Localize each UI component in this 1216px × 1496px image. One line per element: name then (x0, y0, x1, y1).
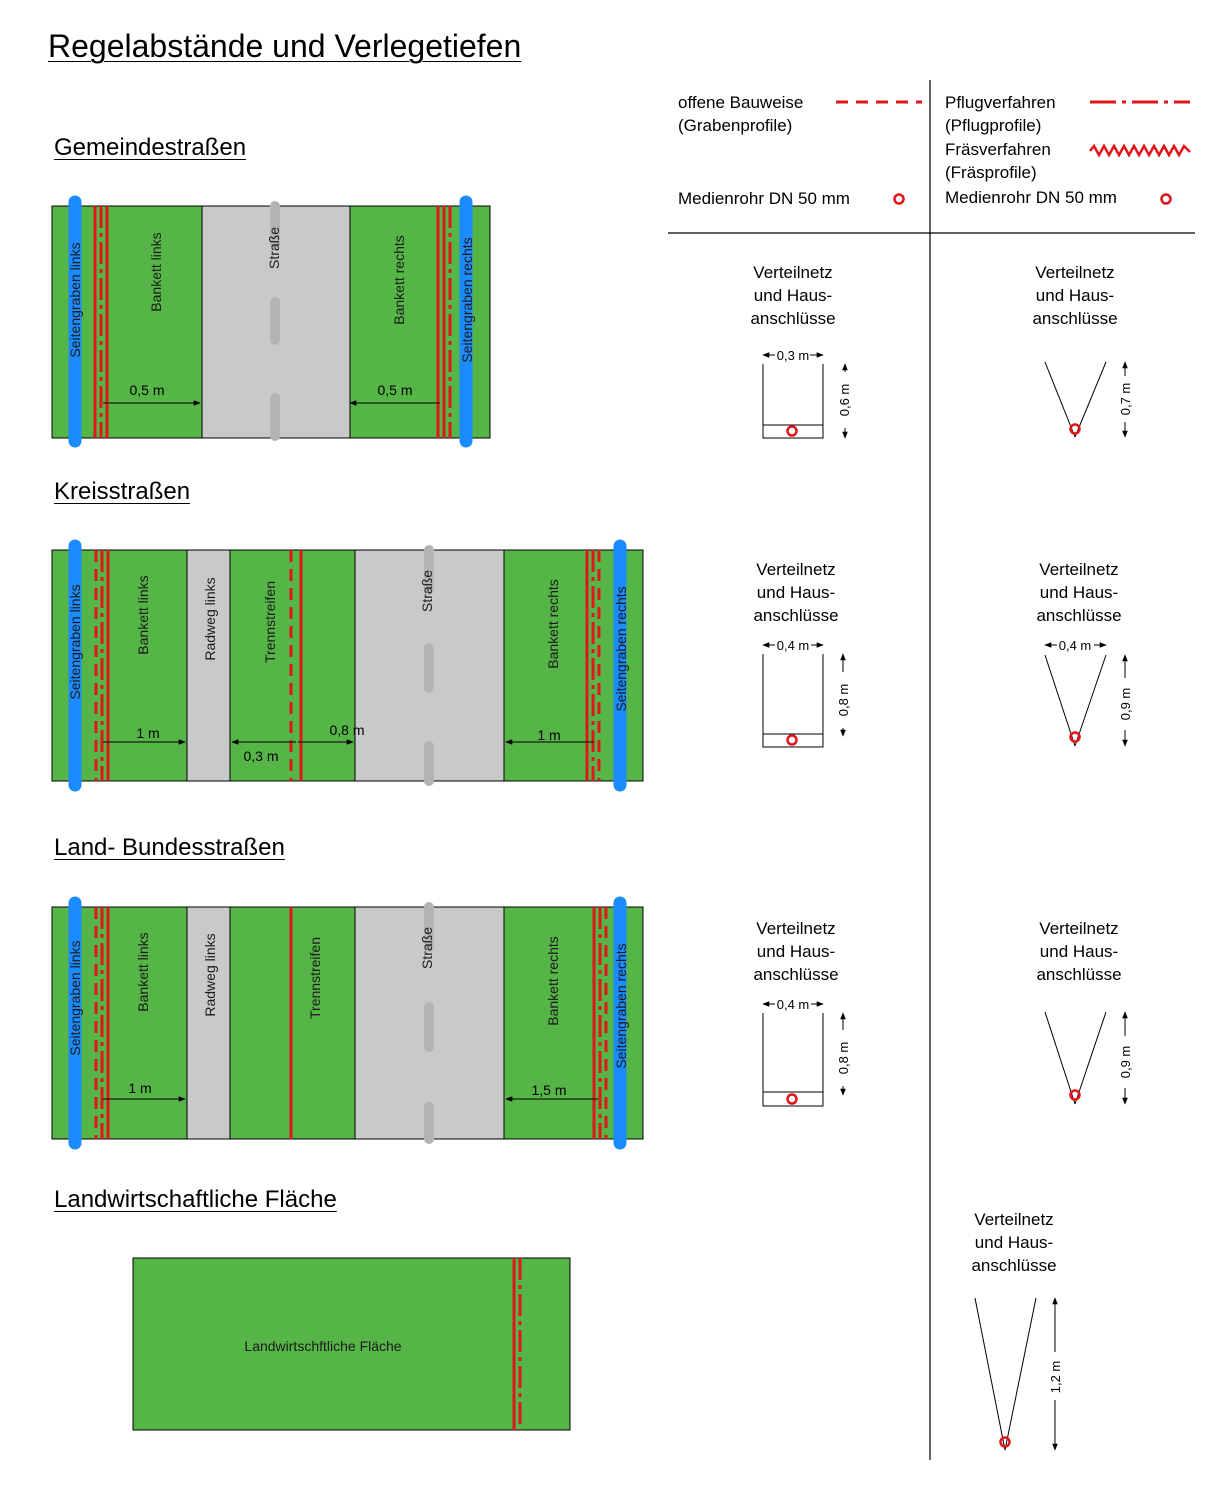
profile-label-kreis-plough: Verteilnetz und Haus-anschlüsse (1036, 560, 1122, 625)
diagram-agri (132, 1257, 571, 1431)
profile-open-kreis-depth: 0,8 m (836, 684, 851, 717)
label-separator-kreis: Trennstreifen (262, 581, 278, 663)
label-road-kreis: Straße (419, 570, 435, 612)
legend-table-lines (668, 80, 1195, 1460)
profile-plough-agri (974, 1297, 1058, 1451)
diagram-kreis (51, 539, 644, 792)
profile-open-kreis-width: 0,4 m (777, 638, 810, 653)
legend-plough-label: Pflugverfahren (945, 93, 1056, 112)
diagram-gemeinde (51, 195, 491, 448)
diagram-land (51, 896, 644, 1150)
legend-mill-zigzag-line (1089, 143, 1191, 158)
legend-mill-sublabel: (Fräsprofile) (945, 163, 1037, 182)
label-ditch-left-land: Seitengraben links (67, 940, 83, 1055)
label-bankett-left-kreis: Bankett links (135, 575, 151, 654)
dim-left-kreis: 1 m (136, 725, 159, 741)
profile-label-land-open: Verteilnetz und Haus-anschlüsse (753, 919, 839, 984)
profile-open-gemeinde-depth: 0,6 m (837, 384, 852, 417)
legend-mill-label: Fräsverfahren (945, 140, 1051, 159)
label-ditch-right-kreis: Seitengraben rechts (613, 586, 629, 711)
profile-open-kreis (762, 642, 846, 748)
label-ditch-right-gemeinde: Seitengraben rechts (459, 237, 475, 362)
profile-plough-kreis (1044, 642, 1128, 747)
profile-label-agri-plough: Verteilnetz und Haus-anschlüsse (971, 1210, 1057, 1275)
agri-field-label: Landwirtschftliche Fläche (244, 1338, 401, 1354)
label-bike-left-land: Radweg links (202, 933, 218, 1016)
label-bankett-right-gemeinde: Bankett rechts (391, 235, 407, 325)
dim-sep-right-kreis: 0,8 m (329, 722, 364, 738)
profile-open-land-depth: 0,8 m (836, 1042, 851, 1075)
label-separator-land: Trennstreifen (307, 937, 323, 1019)
profile-plough-kreis-depth: 0,9 m (1118, 688, 1133, 721)
profile-plough-gemeinde (1044, 361, 1128, 438)
label-bike-left-kreis: Radweg links (202, 577, 218, 660)
dim-right-gemeinde: 0,5 m (377, 382, 412, 398)
label-bankett-right-kreis: Bankett rechts (545, 579, 561, 669)
label-bankett-right-land: Bankett rechts (545, 936, 561, 1026)
label-road-land: Straße (419, 927, 435, 969)
legend-pipe-left: Medienrohr DN 50 mm (678, 189, 850, 208)
profile-plough-agri-depth: 1,2 m (1048, 1361, 1063, 1394)
dim-right-land: 1,5 m (531, 1082, 566, 1098)
legend-plough-sublabel: (Pflugprofile) (945, 116, 1042, 135)
profile-open-gemeinde (762, 352, 848, 439)
profile-plough-gemeinde-depth: 0,7 m (1118, 383, 1133, 416)
profile-label-gemeinde-open: Verteilnetz und Haus-anschlüsse (750, 263, 836, 328)
dim-left-gemeinde: 0,5 m (129, 382, 164, 398)
profile-plough-land (1044, 1011, 1128, 1105)
dim-right-kreis: 1 m (537, 727, 560, 743)
dim-sep-left-kreis: 0,3 m (243, 748, 278, 764)
legend-open-sublabel: (Grabenprofile) (678, 116, 793, 135)
section-title-kreis: Kreisstraßen (54, 478, 191, 505)
section-title-land: Land- Bundesstraßen (54, 834, 285, 861)
profile-label-gemeinde-plough: Verteilnetz und Haus-anschlüsse (1032, 263, 1118, 328)
legend-pipe-icon-right (1160, 193, 1172, 205)
profile-plough-land-depth: 0,9 m (1118, 1046, 1133, 1079)
page-title: Regelabstände und Verlegetiefen (48, 28, 522, 64)
profile-label-kreis-open: Verteilnetz und Haus-anschlüsse (753, 560, 839, 625)
dim-left-land: 1 m (128, 1080, 151, 1096)
profile-open-gemeinde-width: 0,3 m (777, 348, 810, 363)
label-road-gemeinde: Straße (266, 227, 282, 269)
label-bankett-left-gemeinde: Bankett links (148, 232, 164, 311)
legend-pipe-icon-left (893, 193, 905, 205)
profile-label-land-plough: Verteilnetz und Haus-anschlüsse (1036, 919, 1122, 984)
profile-open-land (762, 1001, 846, 1107)
label-ditch-right-land: Seitengraben rechts (613, 943, 629, 1068)
section-title-agri: Landwirtschaftliche Fläche (54, 1186, 337, 1213)
profile-open-land-width: 0,4 m (777, 997, 810, 1012)
section-title-gemeinde: Gemeindestraßen (54, 134, 247, 161)
legend-open-label: offene Bauweise (678, 93, 804, 112)
label-ditch-left-kreis: Seitengraben links (67, 584, 83, 699)
profile-plough-kreis-width: 0,4 m (1059, 638, 1092, 653)
label-ditch-left-gemeinde: Seitengraben links (67, 242, 83, 357)
label-bankett-left-land: Bankett links (135, 932, 151, 1011)
legend-pipe-right: Medienrohr DN 50 mm (945, 188, 1117, 207)
